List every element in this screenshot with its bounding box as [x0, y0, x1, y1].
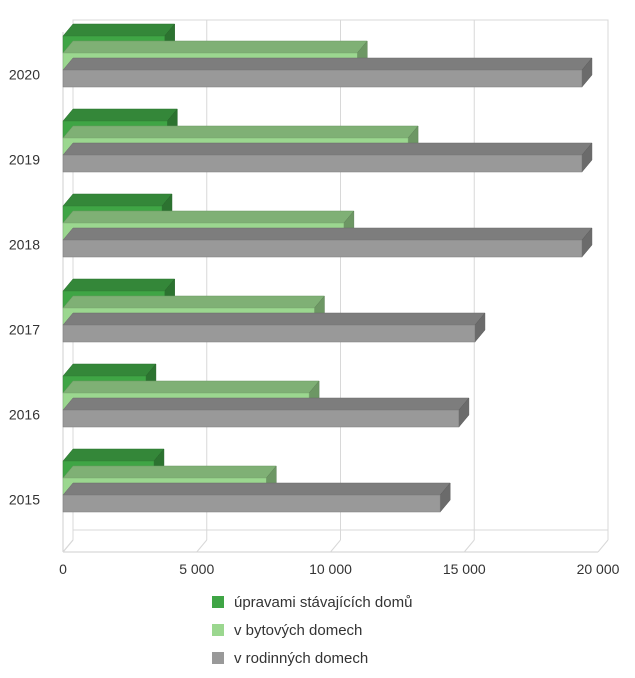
bar-top-face — [62, 448, 165, 462]
bar-top-face — [62, 465, 277, 479]
grid-floor-line-2 — [330, 539, 341, 553]
bar-top-face — [62, 397, 470, 411]
bar-top-face — [62, 295, 325, 309]
y-tick-label: 2016 — [9, 406, 40, 422]
bar-2020-series-2 — [62, 57, 593, 88]
legend-item-apartment-buildings: v bytových domech — [200, 616, 470, 644]
bar-top-face — [62, 142, 593, 156]
bar-top-face — [62, 380, 320, 394]
bar-top-face — [62, 210, 355, 224]
legend-label-apartment-buildings: v bytových domech — [234, 621, 363, 639]
y-tick-label: 2017 — [9, 321, 40, 337]
x-tick-label: 10 000 — [309, 561, 352, 577]
bar-top-face — [62, 125, 419, 139]
x-tick-label: 20 000 — [577, 561, 620, 577]
bar-top-face — [62, 278, 176, 292]
bar-top-face — [62, 40, 368, 54]
bar-front-face — [62, 154, 583, 173]
bar-2018-series-2 — [62, 227, 593, 258]
legend-item-renovations: úpravami stávajících domů — [200, 588, 470, 616]
x-tick-label: 5 000 — [179, 561, 214, 577]
grid-floor-line-3 — [463, 539, 475, 553]
bar-front-face — [62, 409, 460, 428]
chart-tick-labels: 0 5 000 10 000 15 000 20 000 2020 2019 2018 2017… — [9, 66, 620, 577]
chart-legend: úpravami stávajících domů v bytových dom… — [200, 588, 470, 672]
bar-top-face — [62, 23, 176, 37]
bar-top-face — [62, 312, 486, 326]
y-tick-label: 2015 — [9, 491, 40, 507]
chart-bars — [62, 23, 593, 513]
grid-floor-line-0 — [62, 539, 74, 553]
y-tick-label: 2018 — [9, 236, 40, 252]
legend-swatch-apartment-buildings — [212, 624, 224, 636]
bar-front-face — [62, 239, 583, 258]
x-tick-label: 15 000 — [443, 561, 486, 577]
x-tick-label: 0 — [59, 561, 67, 577]
bar-top-face — [62, 57, 593, 71]
bar-front-face — [62, 69, 583, 88]
bar-front-face — [62, 324, 476, 343]
bar-top-face — [62, 482, 451, 496]
bar-2015-series-2 — [62, 482, 451, 513]
legend-item-family-houses: v rodinných domech — [200, 644, 470, 672]
legend-label-renovations: úpravami stávajících domů — [234, 593, 413, 611]
y-tick-label: 2019 — [9, 151, 40, 167]
bar-chart: 0 5 000 10 000 15 000 20 000 2020 2019 2018 2017… — [9, 19, 620, 577]
legend-swatch-family-houses — [212, 652, 224, 664]
legend-swatch-renovations — [212, 596, 224, 608]
bar-top-face — [62, 227, 593, 241]
bar-2016-series-2 — [62, 397, 470, 428]
grid-floor-line-1 — [196, 539, 208, 553]
grid-floor-line-4 — [597, 539, 609, 553]
bar-top-face — [62, 363, 157, 377]
legend-label-family-houses: v rodinných domech — [234, 649, 369, 667]
bar-top-face — [62, 193, 173, 207]
bar-front-face — [62, 494, 441, 513]
bar-2017-series-2 — [62, 312, 486, 343]
y-tick-label: 2020 — [9, 66, 40, 82]
bar-2019-series-2 — [62, 142, 593, 173]
bar-top-face — [62, 108, 178, 122]
